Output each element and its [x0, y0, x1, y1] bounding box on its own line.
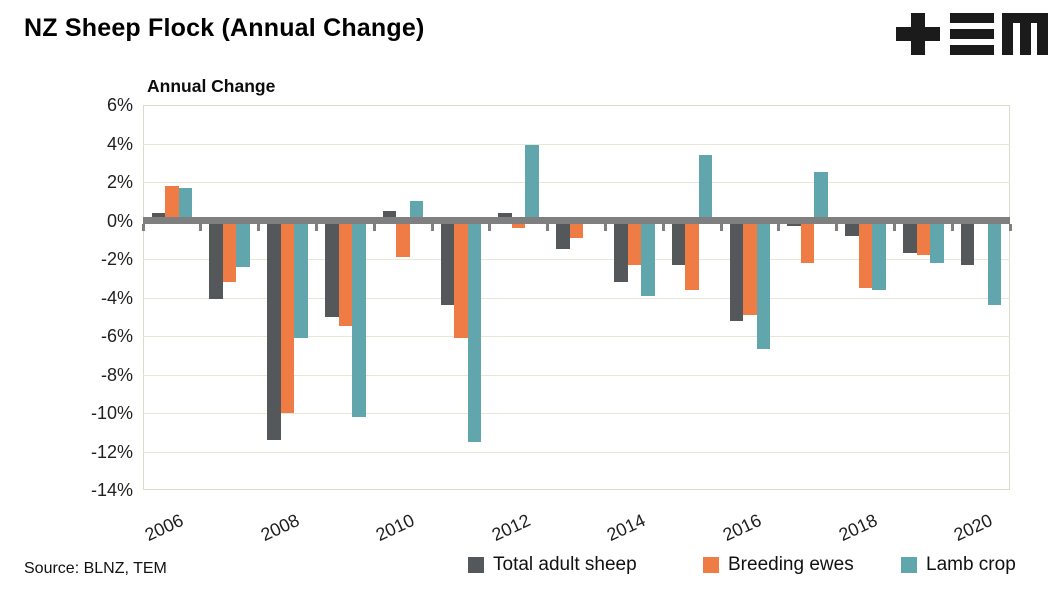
gridline — [143, 259, 1010, 261]
bar-breeding-ewes-2017 — [800, 220, 815, 263]
bar-lamb-crop-2007 — [236, 220, 250, 267]
axis-tick — [777, 224, 781, 231]
bar-lamb-crop-2009 — [352, 220, 366, 417]
bar-lamb-crop-2016 — [756, 220, 771, 350]
bar-lamb-crop-2018 — [872, 220, 886, 290]
bar-breeding-ewes-2015 — [685, 220, 699, 290]
axis-tick — [546, 224, 550, 231]
legend-swatch — [468, 557, 484, 573]
axis-tick — [950, 224, 954, 231]
axis-tick — [372, 224, 376, 231]
bar-total-adult-sheep-2011 — [440, 220, 455, 306]
axis-tick — [835, 224, 839, 231]
bar-total-adult-sheep-2014 — [614, 220, 628, 283]
bar-breeding-ewes-2013 — [569, 220, 584, 238]
bar-lamb-crop-2020 — [987, 220, 1002, 306]
axis-tick — [488, 224, 492, 231]
gridline — [143, 143, 1010, 145]
y-tick-label: -4% — [100, 287, 133, 308]
bar-total-adult-sheep-2015 — [671, 220, 686, 265]
bar-breeding-ewes-2019 — [916, 220, 931, 256]
bar-total-adult-sheep-2009 — [325, 220, 339, 317]
y-tick-label: 6% — [106, 95, 133, 115]
gridline — [143, 451, 1010, 453]
bar-lamb-crop-2014 — [641, 220, 655, 296]
axis-tick — [141, 224, 145, 231]
legend-swatch — [703, 557, 719, 573]
legend-label: Breeding ewes — [728, 554, 854, 575]
bar-total-adult-sheep-2008 — [267, 220, 281, 440]
bar-total-adult-sheep-2018 — [845, 220, 859, 236]
axis-tick — [661, 224, 665, 231]
y-tick-label: -6% — [100, 326, 133, 346]
axis-tick — [257, 224, 261, 231]
legend-swatch — [901, 557, 917, 573]
bar-lamb-crop-2019 — [930, 220, 944, 263]
axis-tick — [430, 224, 434, 231]
bar-breeding-ewes-2012 — [511, 220, 526, 229]
bar-total-adult-sheep-2016 — [729, 220, 744, 321]
tem-logo — [896, 13, 1048, 55]
axis-tick — [1008, 224, 1012, 231]
bar-total-adult-sheep-2020 — [960, 220, 975, 265]
legend-label: Lamb crop — [926, 554, 1016, 575]
bar-total-adult-sheep-2012 — [498, 212, 512, 221]
bar-breeding-ewes-2018 — [858, 220, 873, 288]
bar-total-adult-sheep-2010 — [382, 210, 397, 221]
bar-total-adult-sheep-2013 — [556, 220, 570, 250]
axis-tick — [314, 224, 318, 231]
axis-tick — [199, 224, 203, 231]
y-tick-label: 0% — [106, 210, 133, 231]
bar-breeding-ewes-2008 — [280, 220, 295, 413]
y-tick-label: -12% — [90, 441, 133, 462]
legend-item-breeding-ewes: Breeding ewes — [703, 554, 854, 576]
bar-lamb-crop-2012 — [525, 145, 539, 221]
legend-item-lamb-crop: Lamb crop — [901, 554, 1016, 576]
bar-breeding-ewes-2007 — [222, 220, 237, 283]
chart-subtitle: Annual Change — [147, 76, 276, 96]
bar-lamb-crop-2010 — [409, 201, 424, 221]
bar-breeding-ewes-2014 — [627, 220, 642, 265]
gridline — [143, 182, 1010, 184]
legend-item-total-adult-sheep: Total adult sheep — [468, 554, 637, 576]
y-tick-label: 4% — [106, 133, 133, 154]
bar-breeding-ewes-2010 — [396, 220, 410, 258]
bar-lamb-crop-2017 — [814, 172, 828, 221]
bar-breeding-ewes-2009 — [338, 220, 353, 327]
y-tick-label: -8% — [100, 364, 133, 385]
gridline — [143, 336, 1010, 338]
gridline — [143, 413, 1010, 415]
bar-lamb-crop-2006 — [178, 187, 193, 221]
page-title: NZ Sheep Flock (Annual Change) — [24, 14, 425, 42]
bar-total-adult-sheep-2019 — [903, 220, 917, 254]
bar-total-adult-sheep-2006 — [151, 212, 166, 221]
bar-lamb-crop-2015 — [698, 155, 713, 221]
axis-tick — [892, 224, 896, 231]
source-note: Source: BLNZ, TEM — [24, 560, 167, 577]
axis-tick — [603, 224, 607, 231]
bar-total-adult-sheep-2007 — [209, 220, 223, 300]
gridline — [143, 297, 1010, 299]
y-tick-label: 2% — [106, 172, 133, 192]
legend-label: Total adult sheep — [493, 554, 637, 575]
bar-breeding-ewes-2016 — [743, 220, 757, 315]
axis-tick — [719, 224, 723, 231]
bar-breeding-ewes-2011 — [454, 220, 468, 338]
bar-breeding-ewes-2006 — [165, 185, 179, 221]
bar-lamb-crop-2011 — [467, 220, 482, 442]
x-axis-line — [143, 217, 1010, 224]
y-tick-label: -2% — [100, 249, 133, 269]
y-tick-label: -10% — [90, 403, 133, 423]
bar-lamb-crop-2008 — [294, 220, 308, 338]
gridline — [143, 374, 1010, 376]
y-tick-label: -14% — [90, 480, 133, 500]
